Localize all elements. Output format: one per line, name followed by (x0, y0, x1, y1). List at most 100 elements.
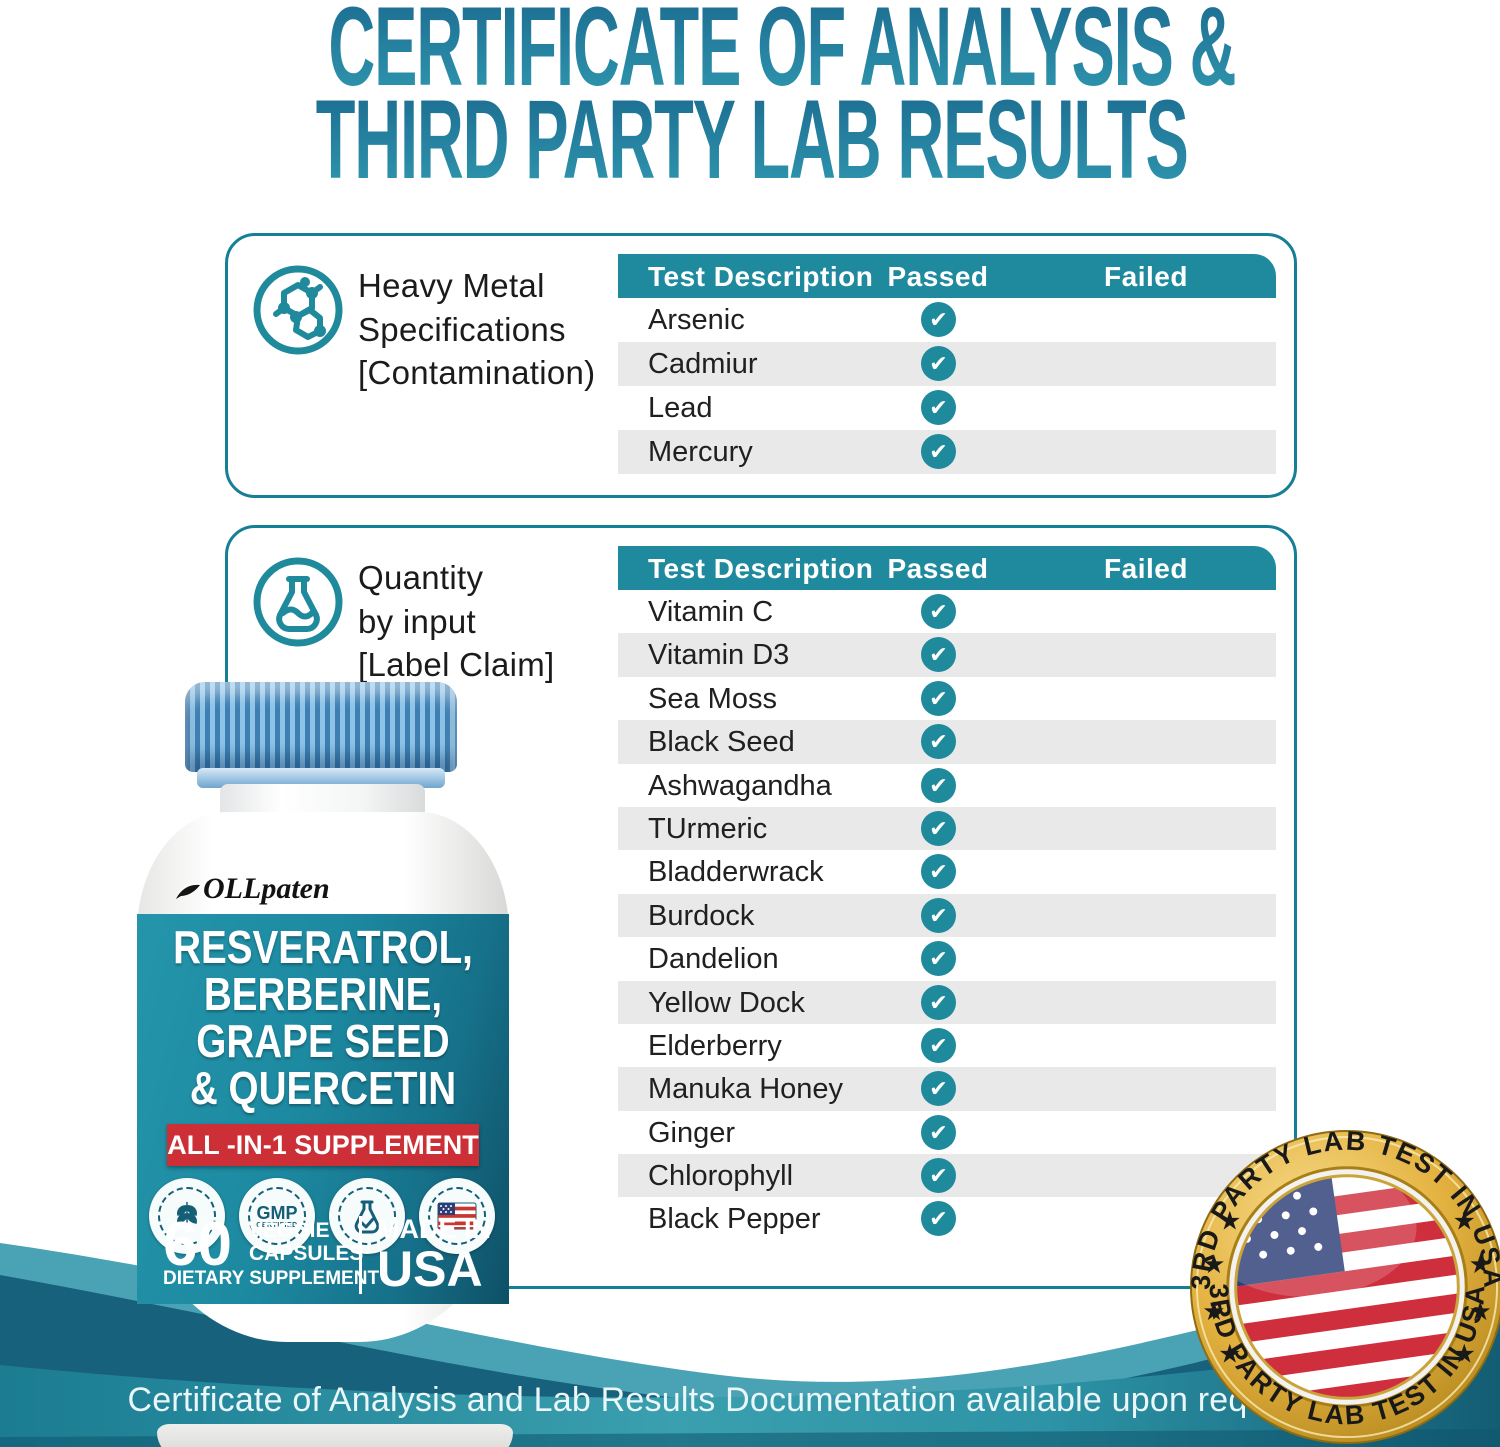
footer-note: Certificate of Analysis and Lab Results … (127, 1381, 1313, 1419)
table-row: Ashwagandha (618, 763, 1276, 807)
col-passed: Passed (887, 261, 989, 292)
made-in-usa-text: USA (377, 1241, 483, 1297)
table-row: Black Pepper (618, 1197, 1276, 1241)
col-failed: Failed (1104, 261, 1188, 292)
heavy-metal-heading: Heavy Metal Specifications [Contaminatio… (358, 264, 595, 395)
label-claim-heading: Quantity by input [Label Claim] (358, 556, 555, 687)
col-failed: Failed (1104, 553, 1188, 584)
test-name: TUrmeric (648, 812, 768, 845)
svg-text:★: ★ (1469, 1298, 1492, 1326)
made-in-text: MADE IN (377, 1214, 491, 1244)
label-bottom-row: 60 VEGGIE CAPSULES DIETARY SUPPLEMENT MA… (137, 1212, 509, 1304)
label-claim-table: Test Description Passed Failed Vitamin C… (618, 546, 1276, 1241)
brand-logo: OLLpaten (175, 872, 330, 906)
passed-check-icon (921, 346, 956, 381)
test-name: Bladderwrack (648, 856, 824, 889)
test-name: Chlorophyll (648, 1160, 794, 1193)
passed-check-icon (921, 854, 956, 890)
col-test-description: Test Description (648, 261, 874, 292)
table-row: Burdock (618, 893, 1276, 938)
table-row: TUrmeric (618, 806, 1276, 851)
table-row: Chlorophyll (618, 1154, 1276, 1198)
table-row: Ginger (618, 1110, 1276, 1155)
wheat-icon (177, 1202, 197, 1231)
test-name: Elderberry (648, 1029, 782, 1062)
svg-text:★: ★ (1202, 1298, 1225, 1326)
badge-usa-tested (419, 1178, 495, 1254)
table-body: Arsenic Cadmiur Lead (618, 298, 1276, 474)
title-line-2: THIRD PARTY LAB RESULTS (315, 77, 1189, 202)
table-row: Cadmiur (618, 342, 1276, 386)
badge-3rd-party-lab (329, 1178, 405, 1254)
table-row: Elderberry (618, 1023, 1276, 1068)
passed-check-icon (921, 637, 956, 673)
heading-line: by input (358, 602, 476, 640)
capsule-count: 60 (163, 1210, 232, 1279)
lab-flask-icon (354, 1200, 380, 1234)
heading-line: Heavy Metal (358, 267, 545, 304)
passed-check-icon (921, 767, 956, 803)
svg-text:★: ★ (1218, 1341, 1241, 1369)
col-passed: Passed (887, 553, 989, 584)
table-body: Vitamin C Vitamin D3 Sea Moss (618, 590, 1276, 1241)
product-line: RESVERATROL, (173, 921, 473, 973)
passed-check-icon (921, 680, 956, 716)
gmp-certified-text: CERTIFIED (256, 1221, 298, 1229)
passed-check-icon (921, 1201, 956, 1237)
test-name: Mercury (648, 436, 753, 468)
heading-line: Quantity (358, 559, 484, 596)
test-name: Yellow Dock (648, 986, 805, 1019)
bottle-base (157, 1424, 513, 1447)
test-name: Cadmiur (648, 348, 758, 380)
test-name: Arsenic (648, 304, 745, 336)
bottle-body: OLLpaten RESVERATROL, BERBERINE, GRAPE S… (137, 812, 513, 1447)
test-name: Ashwagandha (648, 769, 832, 802)
table-row: Mercury (618, 430, 1276, 474)
passed-check-icon (921, 984, 956, 1020)
table-header: Test Description Passed Failed (618, 546, 1276, 590)
table-row: Lead (618, 386, 1276, 430)
bottle-cap-lip (197, 768, 445, 788)
table-row: Yellow Dock (618, 980, 1276, 1024)
product-bottle: OLLpaten RESVERATROL, BERBERINE, GRAPE S… (125, 672, 520, 1447)
dietary-supplement-text: DIETARY SUPPLEMENT (163, 1268, 380, 1289)
test-name: Black Seed (648, 726, 795, 759)
seal-stars: ★ ★ ★ ★ ★ ★ ★ ★ (1202, 1207, 1491, 1368)
passed-check-icon (921, 302, 956, 337)
molecule-icon (253, 265, 343, 355)
heading-line: [Label Claim] (358, 646, 555, 684)
table-row: Bladderwrack (618, 850, 1276, 894)
passed-check-icon (921, 1027, 956, 1063)
test-name: Sea Moss (648, 682, 777, 715)
certification-badges: GMP CERTIFIED (149, 1178, 497, 1256)
passed-check-icon (921, 810, 956, 846)
table-row: Vitamin D3 (618, 633, 1276, 677)
test-name: Manuka Honey (648, 1073, 844, 1106)
passed-check-icon (921, 594, 956, 629)
usa-flag-icon (437, 1202, 477, 1230)
table-row: Vitamin C (618, 590, 1276, 634)
test-name: Vitamin C (648, 596, 774, 628)
passed-check-icon (921, 724, 956, 760)
label-claim-panel: Quantity by input [Label Claim] Test Des… (225, 525, 1297, 1289)
col-test-description: Test Description (648, 553, 874, 584)
test-name: Dandelion (648, 943, 779, 976)
passed-check-icon (921, 1071, 956, 1107)
table-row: Manuka Honey (618, 1067, 1276, 1111)
bottle-cap (185, 682, 457, 772)
title-line-1: CERTIFICATE OF ANALYSIS & (328, 0, 1236, 109)
all-in-one-banner: ALL -IN-1 SUPPLEMENT (167, 1124, 479, 1166)
heavy-metal-table: Test Description Passed Failed Arsenic C… (618, 254, 1276, 474)
svg-text:★: ★ (1453, 1207, 1476, 1235)
passed-check-icon (921, 1114, 956, 1150)
table-row: Arsenic (618, 298, 1276, 342)
heading-line: Specifications (358, 310, 566, 348)
product-line: BERBERINE, (203, 967, 443, 1020)
table-row: Dandelion (618, 937, 1276, 981)
passed-check-icon (921, 1158, 956, 1194)
svg-text:★: ★ (1218, 1207, 1241, 1235)
test-name: Ginger (648, 1116, 736, 1149)
test-name: Black Pepper (648, 1203, 821, 1236)
heavy-metal-panel: Heavy Metal Specifications [Contaminatio… (225, 233, 1297, 498)
